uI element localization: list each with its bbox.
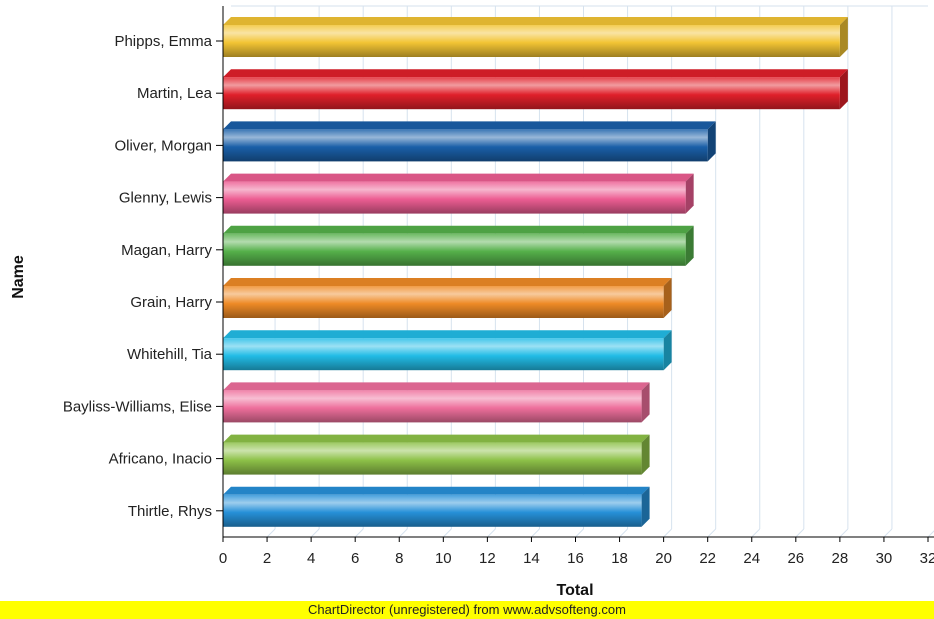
bar bbox=[223, 390, 642, 423]
x-tick-label: 4 bbox=[307, 550, 315, 567]
grid-line-depth bbox=[619, 528, 628, 538]
category-label: Martin, Lea bbox=[137, 85, 213, 102]
grid-line-depth bbox=[883, 528, 893, 538]
bars bbox=[223, 17, 848, 527]
category-label: Thirtle, Rhys bbox=[128, 503, 212, 520]
x-tick-label: 10 bbox=[435, 550, 452, 567]
bar-side-face bbox=[839, 69, 848, 110]
bar-side-face bbox=[685, 225, 694, 266]
x-tick-label: 28 bbox=[832, 550, 849, 567]
grid-line-depth bbox=[575, 528, 584, 538]
x-tick-label: 26 bbox=[787, 550, 804, 567]
category-label: Grain, Harry bbox=[130, 294, 212, 311]
category-label: Glenny, Lewis bbox=[119, 190, 212, 207]
grid-line-depth bbox=[442, 528, 452, 538]
category-label: Oliver, Morgan bbox=[114, 137, 212, 154]
category-label: Africano, Inacio bbox=[109, 451, 212, 468]
grid-line-depth bbox=[531, 528, 540, 538]
bar-side-face bbox=[641, 486, 650, 527]
bar bbox=[223, 233, 686, 266]
grid-line-depth bbox=[398, 528, 408, 538]
grid-line-depth bbox=[487, 528, 496, 538]
bar-side-face bbox=[663, 330, 672, 371]
bar-top-face bbox=[223, 434, 650, 443]
grid-line-depth bbox=[310, 528, 320, 538]
y-axis-title: Name bbox=[10, 255, 27, 299]
bar bbox=[223, 286, 664, 318]
grid-line-depth bbox=[266, 528, 276, 538]
x-tick-label: 6 bbox=[351, 550, 359, 567]
bar-side-face bbox=[839, 17, 848, 57]
grid-line-depth bbox=[839, 528, 849, 538]
bar-side-face bbox=[641, 382, 650, 423]
grid-line-depth bbox=[707, 528, 717, 538]
bar-top-face bbox=[223, 121, 716, 130]
bar-top-face bbox=[223, 225, 694, 234]
category-label: Phipps, Emma bbox=[114, 33, 212, 50]
bar bbox=[223, 442, 642, 475]
bar bbox=[223, 494, 642, 527]
bar-top-face bbox=[223, 173, 694, 182]
bar-top-face bbox=[223, 278, 672, 286]
x-tick-label: 22 bbox=[699, 550, 716, 567]
bar bbox=[223, 338, 664, 371]
category-label: Magan, Harry bbox=[121, 242, 212, 259]
bar-side-face bbox=[641, 434, 650, 475]
grid-line-depth bbox=[663, 528, 672, 538]
bar-top-face bbox=[223, 382, 650, 391]
category-label: Bayliss-Williams, Elise bbox=[63, 398, 212, 415]
x-tick-label: 20 bbox=[655, 550, 672, 567]
x-tick-label: 16 bbox=[567, 550, 584, 567]
bar-side-face bbox=[707, 121, 716, 162]
labels: Phipps, Emma Martin, Lea Oliver, Morgan Gle… bbox=[63, 33, 934, 567]
bar bbox=[223, 25, 840, 57]
x-tick-label: 8 bbox=[395, 550, 403, 567]
x-tick-label: 14 bbox=[523, 550, 540, 567]
bar bbox=[223, 77, 840, 110]
category-label: Whitehill, Tia bbox=[127, 346, 213, 363]
x-tick-label: 24 bbox=[743, 550, 760, 567]
x-axis-title: Total bbox=[556, 582, 593, 599]
x-tick-label: 30 bbox=[876, 550, 893, 567]
x-tick-label: 18 bbox=[611, 550, 628, 567]
chartdirector-banner: ChartDirector (unregistered) from www.ad… bbox=[0, 601, 934, 619]
bar-top-face bbox=[223, 486, 650, 495]
grid-line-depth bbox=[751, 528, 761, 538]
bar-top-face bbox=[223, 17, 848, 25]
x-tick-label: 2 bbox=[263, 550, 271, 567]
x-tick-label: 32 bbox=[920, 550, 934, 567]
bar bbox=[223, 181, 686, 214]
x-tick-label: 12 bbox=[479, 550, 496, 567]
bar-side-face bbox=[685, 173, 694, 214]
bar-side-face bbox=[663, 278, 672, 318]
grid-line-depth bbox=[354, 528, 364, 538]
axes bbox=[216, 6, 934, 542]
grid-line-depth bbox=[795, 528, 805, 538]
x-tick-label: 0 bbox=[219, 550, 227, 567]
grid-line-depth bbox=[927, 530, 934, 538]
bar bbox=[223, 129, 708, 162]
bar-top-face bbox=[223, 330, 672, 339]
bar-top-face bbox=[223, 69, 848, 78]
